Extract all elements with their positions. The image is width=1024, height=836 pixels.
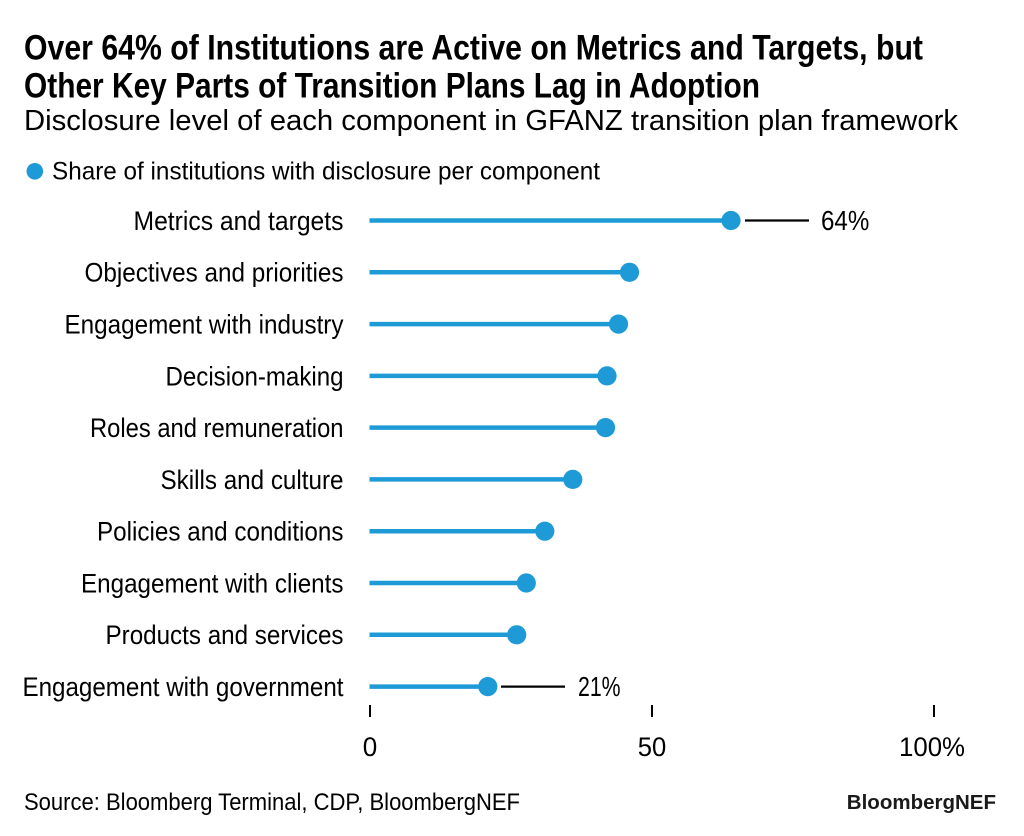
svg-text:Other Key Parts of Transition: Other Key Parts of Transition Plans Lag … — [24, 66, 760, 105]
svg-text:Engagement with government: Engagement with government — [23, 672, 344, 702]
svg-text:64%: 64% — [821, 205, 869, 236]
svg-text:Policies and conditions: Policies and conditions — [97, 517, 344, 547]
svg-text:Skills and culture: Skills and culture — [161, 465, 344, 495]
svg-text:Disclosure level of each compo: Disclosure level of each component in GF… — [24, 105, 958, 137]
svg-text:Engagement with clients: Engagement with clients — [81, 568, 344, 598]
svg-text:50: 50 — [638, 732, 667, 762]
svg-text:100%: 100% — [899, 732, 965, 762]
svg-text:0: 0 — [363, 732, 378, 762]
svg-text:Share of institutions with dis: Share of institutions with disclosure pe… — [52, 157, 600, 185]
svg-text:Engagement with industry: Engagement with industry — [65, 310, 344, 340]
svg-text:Over 64% of Institutions are A: Over 64% of Institutions are Active on M… — [24, 28, 923, 67]
svg-text:Roles and remuneration: Roles and remuneration — [90, 413, 344, 443]
svg-text:Decision-making: Decision-making — [166, 361, 344, 391]
svg-text:BloombergNEF: BloombergNEF — [847, 791, 996, 814]
svg-text:Objectives and priorities: Objectives and priorities — [85, 258, 344, 288]
svg-text:Source: Bloomberg Terminal, CD: Source: Bloomberg Terminal, CDP, Bloombe… — [24, 789, 520, 816]
svg-text:Products and services: Products and services — [106, 620, 344, 650]
svg-text:21%: 21% — [578, 671, 621, 702]
svg-text:Metrics and targets: Metrics and targets — [134, 206, 344, 236]
